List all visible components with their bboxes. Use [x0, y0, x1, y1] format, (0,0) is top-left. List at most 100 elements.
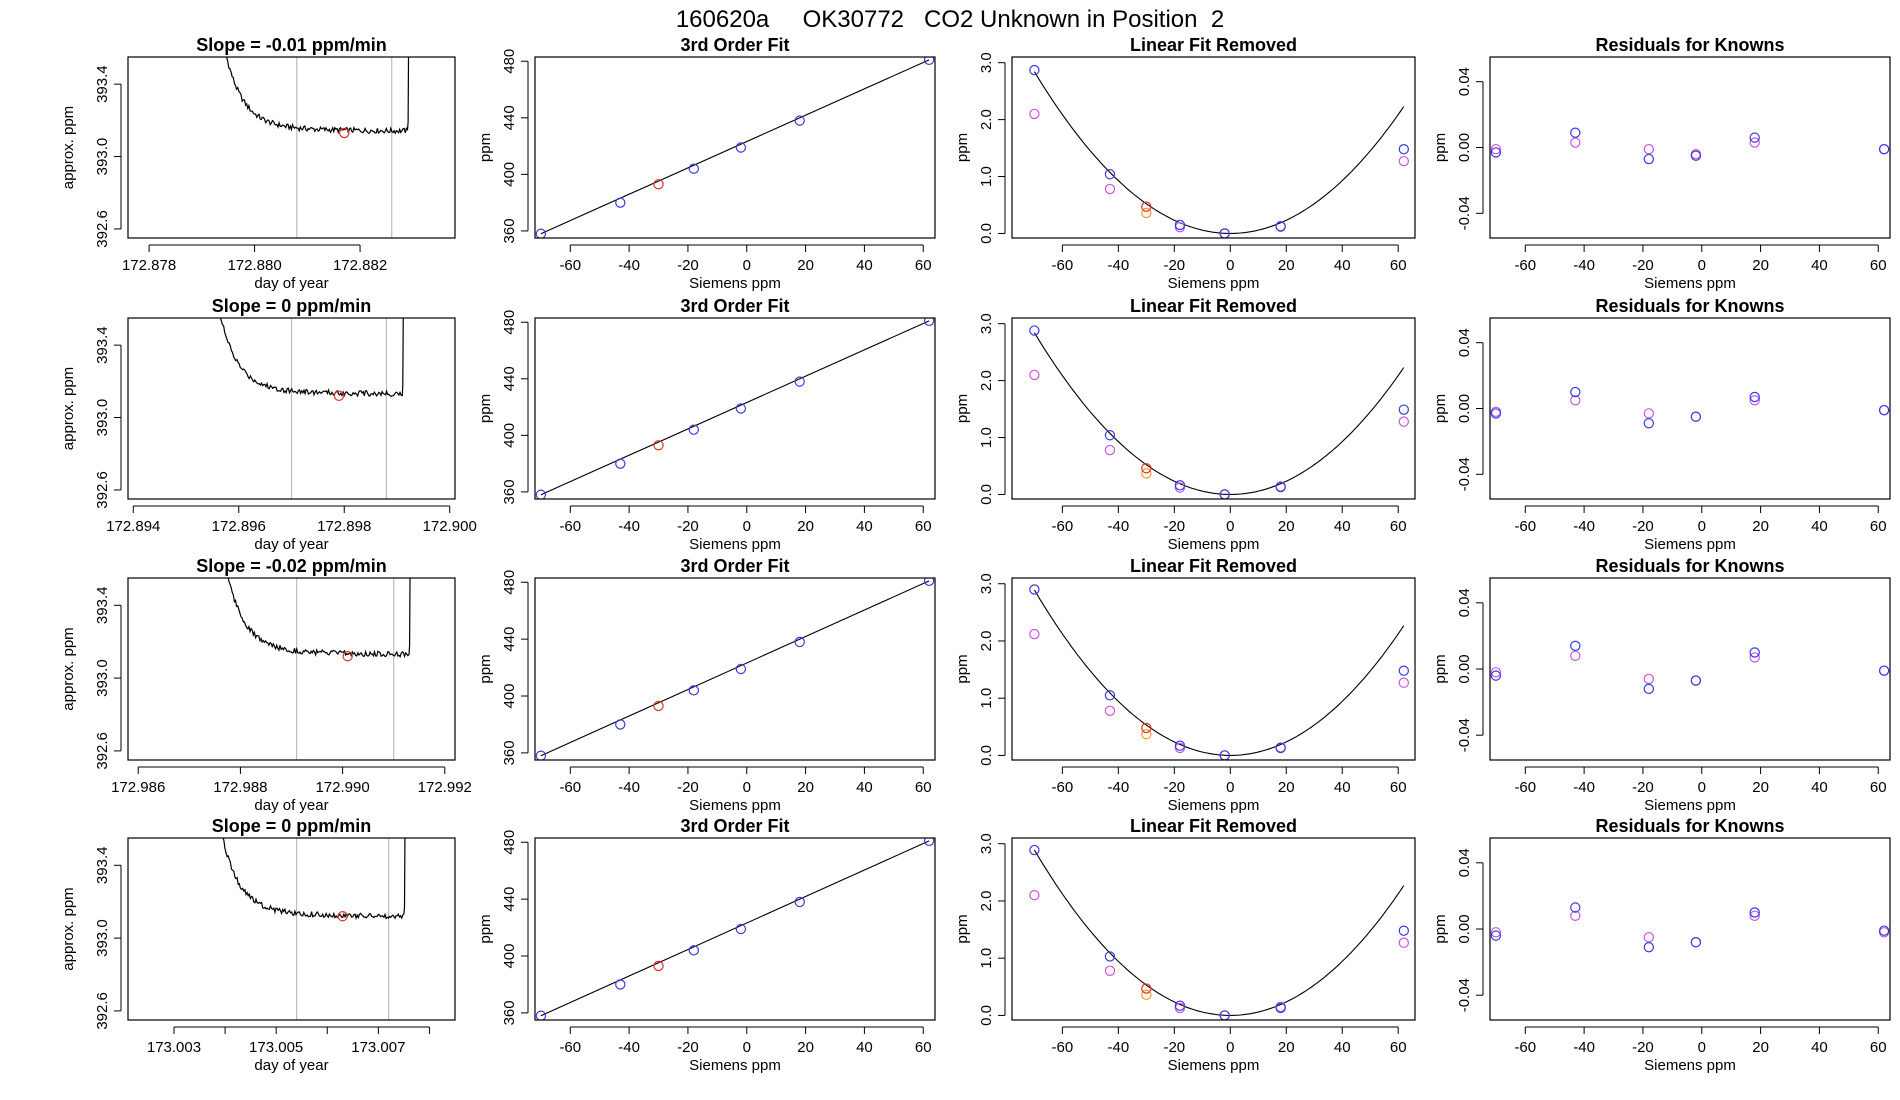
- y-tick-label: 3.0: [978, 833, 995, 854]
- known-point: [1749, 907, 1760, 918]
- y-tick-label: 0.0: [978, 484, 995, 505]
- x-tick-label: -40: [1108, 1039, 1130, 1056]
- panel-title: Slope = -0.01 ppm/min: [196, 35, 387, 55]
- y-tick-label: 392.6: [94, 471, 111, 509]
- y-axis-label: ppm: [1432, 133, 1449, 162]
- fit-line: [540, 320, 930, 496]
- x-tick-label: 40: [856, 1039, 873, 1056]
- x-tick-label: 0: [743, 257, 751, 274]
- panel-frame: [1489, 837, 1891, 1021]
- y-axis-label: ppm: [1432, 914, 1449, 943]
- panel-2-2: Linear Fit Removed -60 -40 -20 0 20 40 60 Siemen…: [954, 556, 1416, 814]
- x-tick-label: 172.990: [315, 779, 369, 796]
- x-tick-label: 60: [1870, 257, 1887, 274]
- x-tick-label: 60: [915, 1039, 932, 1056]
- alt-point: [1490, 667, 1502, 678]
- known-point: [1570, 386, 1581, 398]
- x-tick-label: 172.882: [333, 257, 387, 274]
- plot-area: [535, 838, 935, 1020]
- plot-area: [535, 578, 935, 760]
- alt-point: [1643, 143, 1655, 155]
- panel-frame: [1489, 577, 1891, 761]
- panel-2-3: Residuals for Knowns -60 -40 -20 0 20 40 60 Siem…: [1432, 556, 1891, 814]
- known-point: [1878, 404, 1890, 416]
- known-point: [1749, 647, 1760, 658]
- x-axis-label: Siemens ppm: [1168, 1057, 1260, 1074]
- panel-frame: [1489, 56, 1891, 239]
- x-tick-label: 0: [1698, 1039, 1706, 1056]
- y-axis-label: ppm: [954, 133, 971, 162]
- x-tick-label: 0: [1226, 518, 1234, 535]
- y-axis-label: ppm: [477, 133, 494, 162]
- plot-area: [222, 838, 406, 1020]
- x-tick-label: 60: [1390, 1039, 1407, 1056]
- known-point: [923, 578, 935, 587]
- x-tick-label: -20: [1632, 779, 1654, 796]
- panel-frame: [127, 837, 456, 1021]
- x-tick-label: -60: [1052, 1039, 1074, 1056]
- x-axis-label: Siemens ppm: [689, 536, 781, 553]
- y-axis-label: approx. ppm: [60, 106, 77, 189]
- known-point: [1104, 169, 1116, 180]
- y-tick-label: 0.00: [1456, 394, 1473, 423]
- data-trace-line: [227, 578, 411, 659]
- x-tick-label: -40: [618, 518, 640, 535]
- x-tick-label: -20: [1163, 257, 1185, 274]
- known-point: [794, 115, 805, 126]
- x-tick-label: -20: [1632, 518, 1654, 535]
- x-tick-label: 0: [743, 779, 751, 796]
- fit-curve: [1033, 71, 1405, 234]
- x-tick-label: -60: [1052, 779, 1074, 796]
- known-point: [923, 318, 935, 327]
- x-axis-label: Siemens ppm: [1644, 1057, 1736, 1074]
- y-axis-label: ppm: [477, 394, 494, 423]
- alt-point: [1174, 221, 1186, 233]
- alt-point: [1174, 482, 1186, 493]
- y-axis-label: ppm: [954, 394, 971, 423]
- x-axis-label: Siemens ppm: [1168, 536, 1260, 553]
- known-point: [1570, 902, 1581, 913]
- known-point: [1275, 221, 1286, 232]
- known-point: [1104, 951, 1116, 962]
- y-tick-label: 440: [501, 366, 518, 391]
- panel-frame: [534, 317, 936, 500]
- panel-frame: [127, 317, 456, 500]
- x-axis-label: day of year: [254, 1057, 328, 1074]
- x-tick-label: 60: [1390, 257, 1407, 274]
- alt-point: [1104, 705, 1116, 716]
- known-point: [1643, 683, 1655, 695]
- x-tick-label: -60: [1514, 779, 1536, 796]
- alt-point: [1749, 137, 1760, 148]
- known-point: [535, 750, 547, 760]
- panel-3-2: Linear Fit Removed -60 -40 -20 0 20 40 60 Siemen…: [954, 816, 1416, 1074]
- alt-point: [1490, 143, 1502, 155]
- known-point: [735, 663, 747, 675]
- x-tick-label: 0: [743, 518, 751, 535]
- x-tick-label: 172.900: [423, 518, 477, 535]
- known-point: [735, 403, 747, 414]
- alt-point: [1104, 183, 1116, 195]
- y-tick-label: 1.0: [978, 166, 995, 187]
- x-axis-label: Siemens ppm: [689, 797, 781, 814]
- known-point: [735, 923, 747, 935]
- x-tick-label: 172.896: [212, 518, 266, 535]
- y-tick-label: 0.00: [1456, 914, 1473, 943]
- known-point: [688, 163, 700, 174]
- alt-point: [1398, 416, 1410, 427]
- y-tick-label: 3.0: [978, 313, 995, 334]
- fit-curve: [1033, 849, 1405, 1016]
- x-tick-label: -40: [1573, 257, 1595, 274]
- plot-area: [1490, 127, 1890, 165]
- alt-point: [1749, 395, 1760, 406]
- alt-point: [1029, 369, 1040, 381]
- known-point: [1398, 925, 1410, 936]
- x-tick-label: 60: [1870, 1039, 1887, 1056]
- x-tick-label: -40: [1108, 779, 1130, 796]
- panel-frame: [534, 577, 936, 761]
- unknown-alt-point: [1141, 468, 1152, 479]
- x-tick-label: -60: [559, 779, 581, 796]
- panel-title: Linear Fit Removed: [1130, 35, 1297, 55]
- unknown-point: [653, 960, 664, 972]
- alt-point: [1398, 677, 1410, 688]
- alt-point: [1029, 628, 1040, 640]
